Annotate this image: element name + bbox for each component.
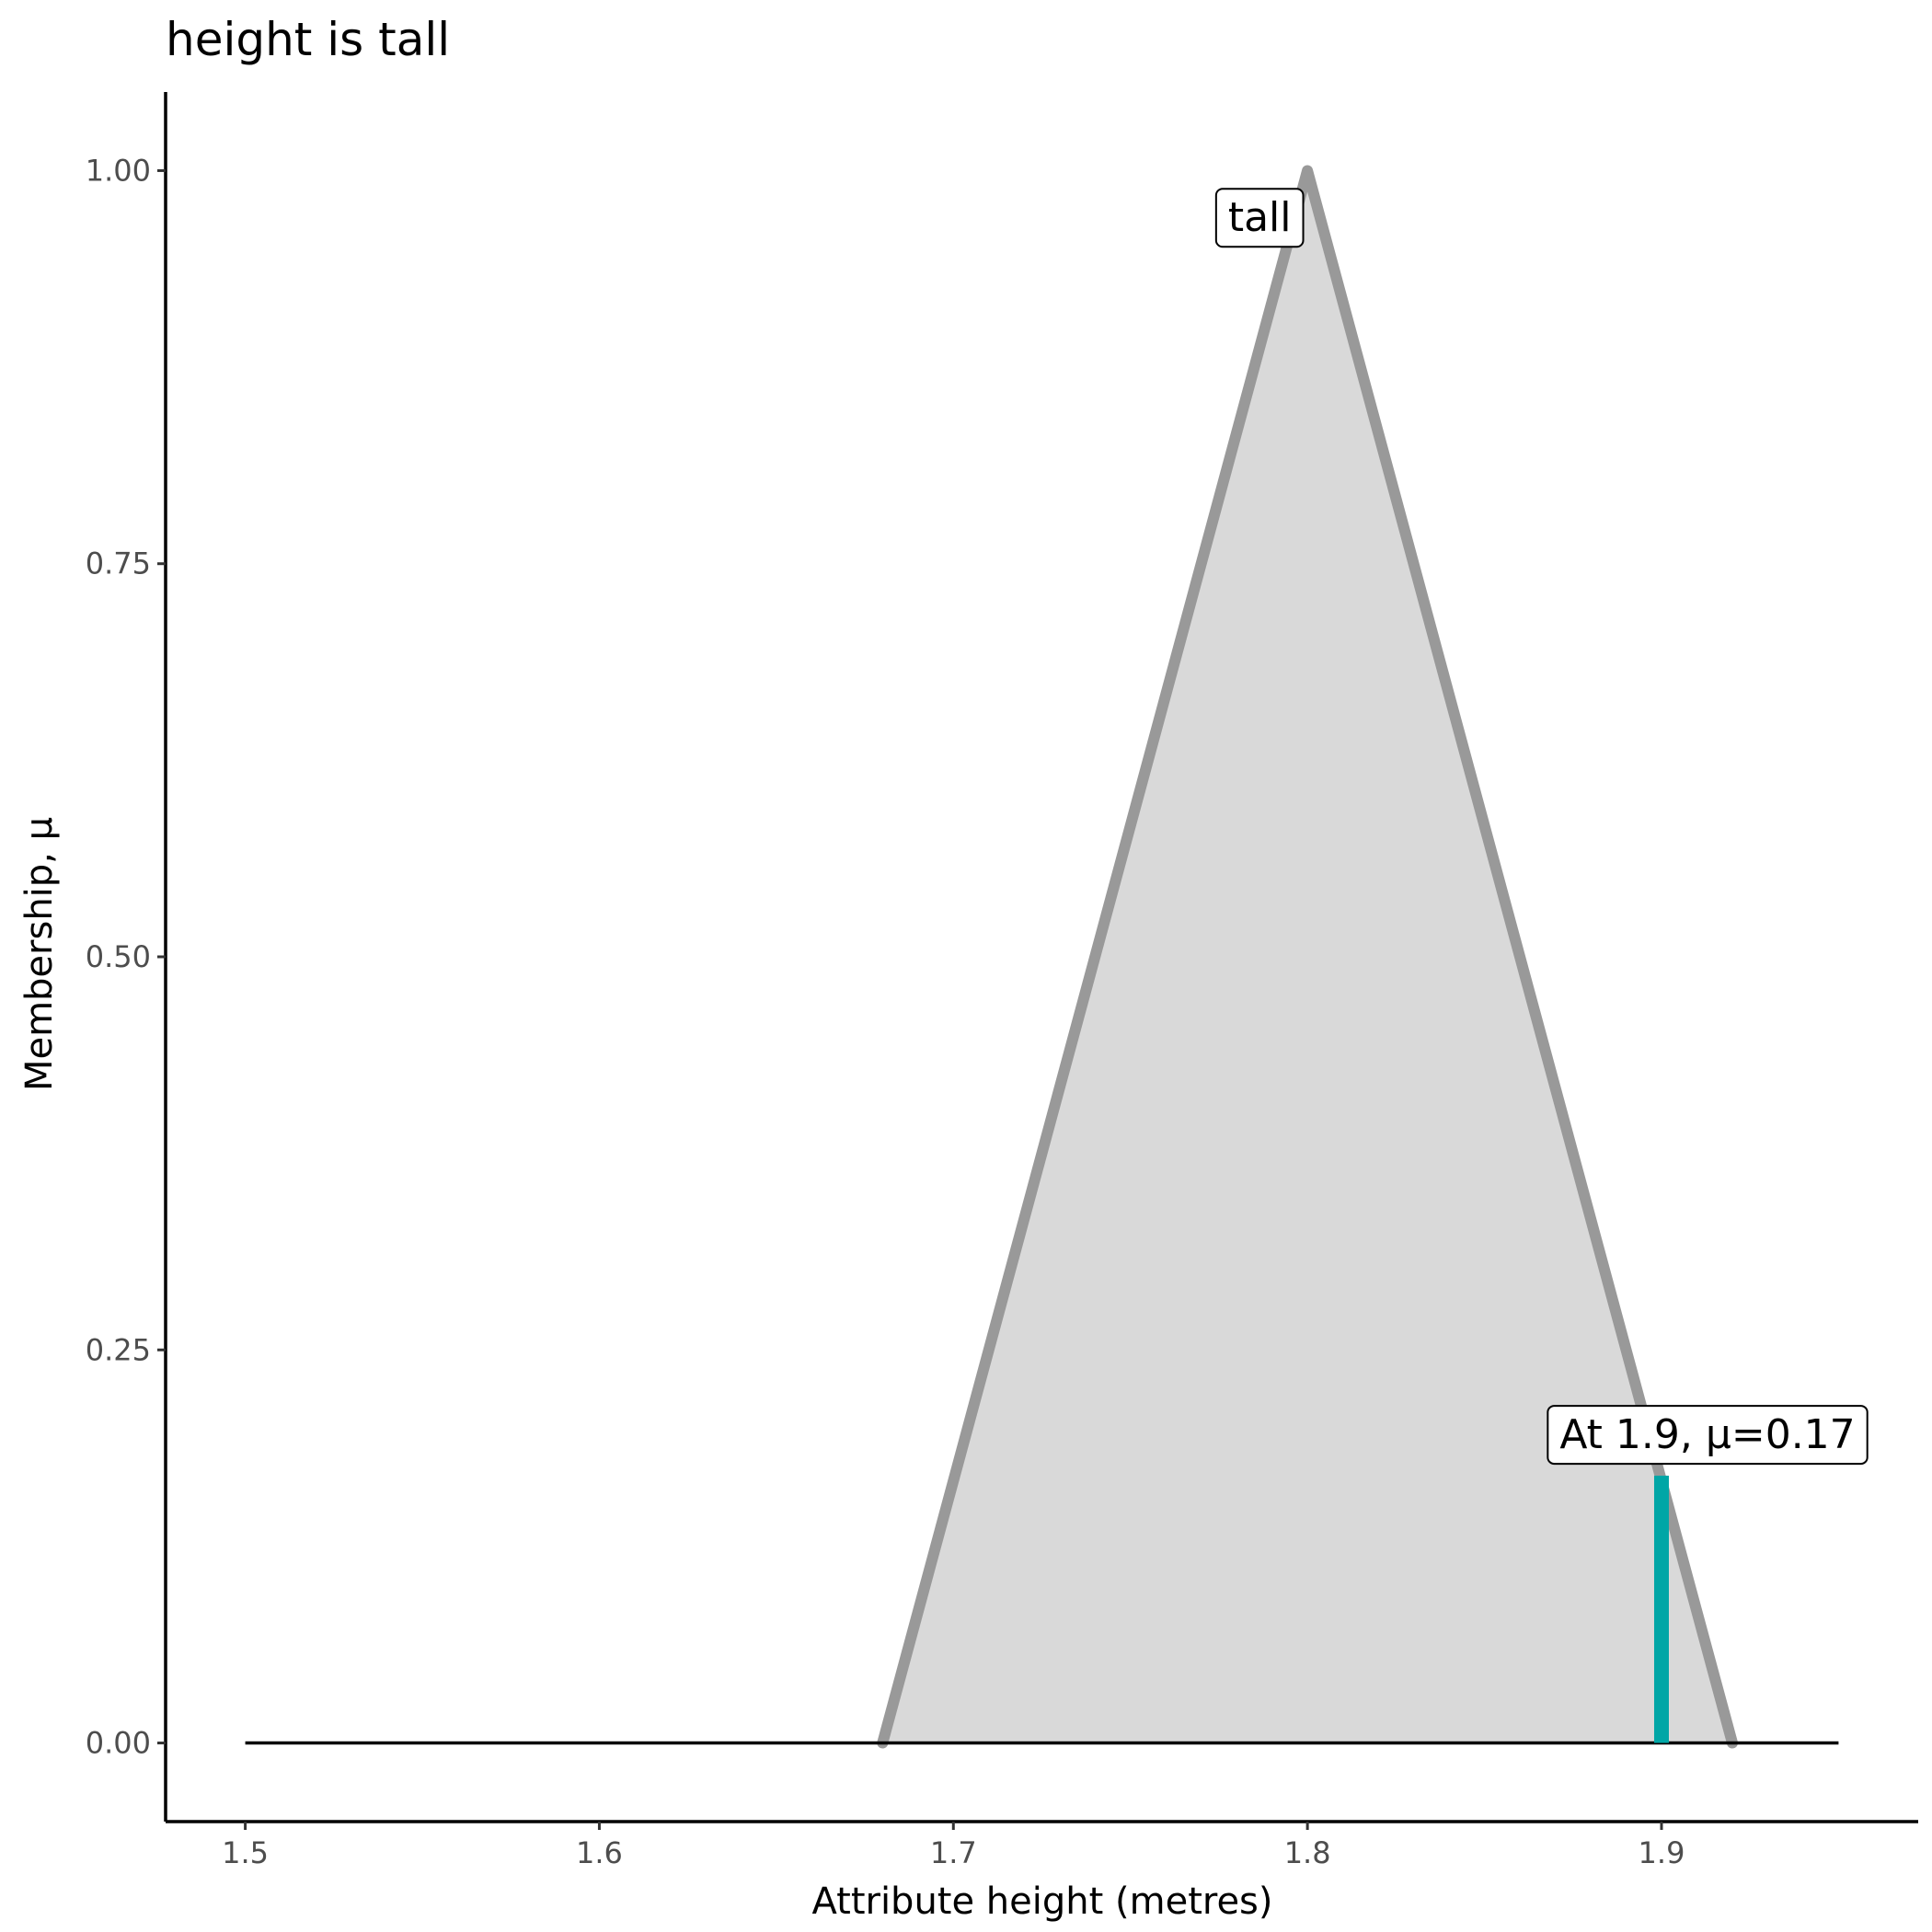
- x-tick-label: 1.8: [1284, 1835, 1331, 1870]
- plot-area: tall At 1.9, μ=0.17: [245, 165, 1869, 1749]
- y-tick-label: 0.75: [86, 546, 151, 581]
- x-tick-label: 1.6: [576, 1835, 623, 1870]
- x-tick-label: 1.5: [222, 1835, 269, 1870]
- y-axis-title: Membership, μ: [18, 817, 61, 1091]
- chart-title: height is tall: [166, 13, 450, 66]
- annotation-box: [1547, 1405, 1869, 1466]
- annotation-text: At 1.9, μ=0.17: [1559, 1411, 1855, 1458]
- membership-area: [882, 170, 1732, 1743]
- annotation-label: tall: [1214, 188, 1305, 248]
- y-tick-label: 0.25: [86, 1332, 151, 1367]
- y-tick-label: 0.50: [86, 939, 151, 974]
- x-axis-title: Attribute height (metres): [811, 1880, 1272, 1923]
- membership-line: [877, 165, 1738, 1749]
- x-tick-label: 1.7: [930, 1835, 977, 1870]
- annotation-text: tall: [1228, 194, 1292, 241]
- annotation-box: [1214, 188, 1305, 248]
- y-tick-label: 0.00: [86, 1726, 151, 1761]
- x-tick-label: 1.9: [1639, 1835, 1685, 1870]
- y-tick-label: 1.00: [86, 153, 151, 188]
- annotation-label: At 1.9, μ=0.17: [1547, 1405, 1869, 1466]
- axes: 0.00 0.25 0.50 0.75 1.00 1.5 1.6 1.7 1.8 1.9: [86, 92, 1918, 1870]
